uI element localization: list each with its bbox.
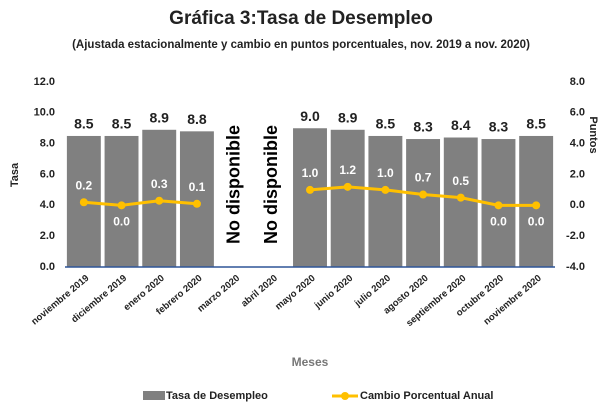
line-marker xyxy=(79,198,88,207)
bar xyxy=(293,128,327,267)
line-value-label: 1.0 xyxy=(377,166,394,180)
x-tick-label: mayo 2020 xyxy=(273,273,317,313)
x-axis-title: Meses xyxy=(292,355,329,369)
line-value-label: 0.3 xyxy=(151,177,168,191)
legend-label: Tasa de Desempleo xyxy=(166,390,268,402)
y-tick-label: 8.0 xyxy=(40,138,55,150)
legend-label: Cambio Porcentual Anual xyxy=(360,390,493,402)
y2-tick-label: -4.0 xyxy=(566,261,585,273)
bar xyxy=(443,137,478,267)
line-value-label: 1.2 xyxy=(339,163,356,177)
line-marker xyxy=(456,193,465,202)
y-tick-label: 0.0 xyxy=(40,261,55,273)
bar-value-label: 8.5 xyxy=(112,116,132,132)
bar-value-label: 8.3 xyxy=(413,119,433,135)
chart-subtitle: (Ajustada estacionalmente y cambio en pu… xyxy=(72,39,530,51)
line-marker xyxy=(494,201,503,210)
bar-value-label: 8.5 xyxy=(74,116,94,132)
y-tick-label: 4.0 xyxy=(40,199,55,211)
y2-tick-label: 2.0 xyxy=(570,168,585,180)
line-value-label: 0.5 xyxy=(452,174,469,188)
y-tick-label: 6.0 xyxy=(40,168,55,180)
line-value-label: 0.2 xyxy=(76,178,93,192)
y2-tick-label: 0.0 xyxy=(570,199,585,211)
line-marker xyxy=(343,182,352,191)
bar-value-label: 8.5 xyxy=(376,116,396,132)
bar xyxy=(179,131,214,267)
bar-value-label: 8.8 xyxy=(187,111,207,127)
bar-value-label: 8.9 xyxy=(338,109,358,125)
line-marker xyxy=(532,201,541,210)
y2-tick-label: 6.0 xyxy=(570,107,585,119)
line-marker xyxy=(381,185,390,194)
annotation: No disponible xyxy=(223,125,243,244)
bar-value-label: 8.4 xyxy=(451,117,471,133)
y-tick-label: 12.0 xyxy=(34,76,55,88)
y2-tick-label: 4.0 xyxy=(570,138,585,150)
annotation: No disponible xyxy=(261,125,281,244)
line-marker xyxy=(155,196,164,205)
y2-axis-title: Puntos xyxy=(587,116,599,153)
y2-tick-label: -2.0 xyxy=(566,230,585,242)
x-tick-label: junio 2020 xyxy=(312,273,355,312)
bar-value-label: 8.9 xyxy=(149,109,169,125)
chart-title: Gráfica 3:Tasa de Desempleo xyxy=(169,8,433,29)
y-axis-title: Tasa xyxy=(9,162,21,187)
y-tick-label: 2.0 xyxy=(40,230,55,242)
legend-swatch xyxy=(341,392,349,400)
bar-value-label: 8.5 xyxy=(526,116,546,132)
line-value-label: 0.0 xyxy=(528,215,545,229)
line-value-label: 0.7 xyxy=(415,171,432,185)
line-marker xyxy=(419,190,428,199)
line-marker xyxy=(306,185,314,194)
y2-tick-label: 8.0 xyxy=(570,76,585,88)
bar xyxy=(330,129,365,267)
line-value-label: 0.0 xyxy=(490,215,507,229)
bar xyxy=(368,135,403,267)
line-marker xyxy=(192,199,201,208)
y-tick-label: 10.0 xyxy=(34,107,55,119)
line-marker xyxy=(117,201,126,210)
legend-swatch xyxy=(143,391,165,400)
bar-value-label: 8.3 xyxy=(489,119,509,135)
line-value-label: 0.1 xyxy=(189,180,206,194)
bar xyxy=(406,139,441,267)
line-value-label: 0.0 xyxy=(113,215,130,229)
bar-value-label: 9.0 xyxy=(300,108,320,124)
line-value-label: 1.0 xyxy=(302,166,319,180)
